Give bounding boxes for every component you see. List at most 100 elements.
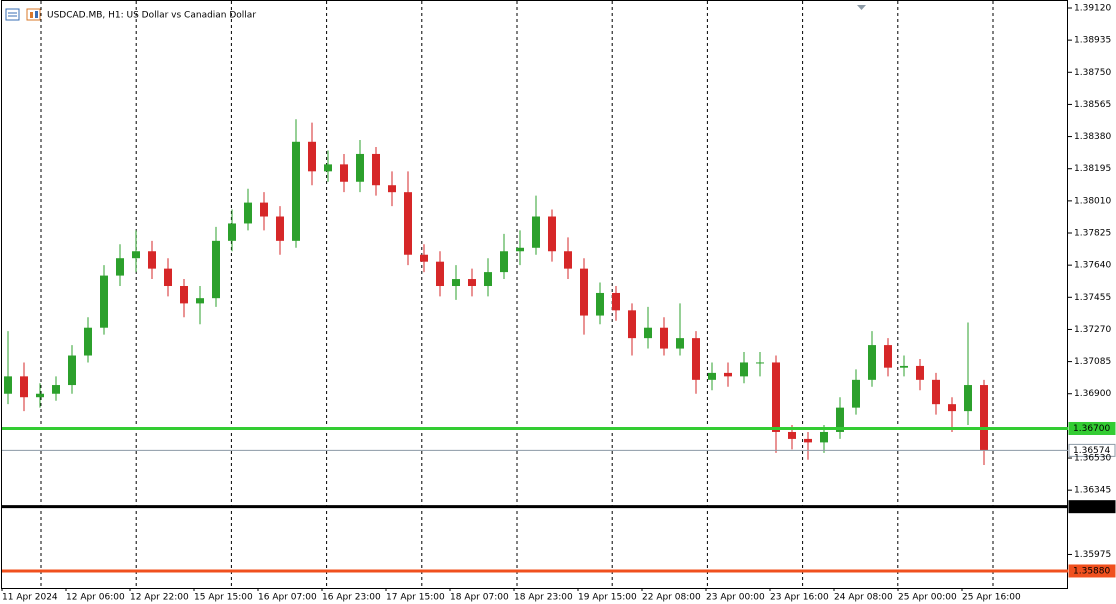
candle-body	[868, 345, 876, 380]
price-label: 1.36250	[1073, 502, 1110, 512]
x-tick-label: 23 Apr 00:00	[706, 593, 765, 603]
candle-body	[292, 141, 300, 241]
candle-body	[596, 292, 604, 316]
candle-body	[884, 345, 892, 368]
y-tick-label: 1.36900	[1074, 389, 1111, 399]
x-tick-label: 25 Apr 16:00	[962, 593, 1021, 603]
candles	[4, 119, 988, 465]
x-tick-label: 12 Apr 06:00	[66, 593, 125, 603]
candle-body	[740, 362, 748, 377]
x-tick-label: 18 Apr 07:00	[450, 593, 509, 603]
candle-body	[276, 216, 284, 241]
icon	[26, 8, 41, 21]
candle-body	[724, 372, 732, 377]
x-tick-label: 15 Apr 15:00	[194, 593, 253, 603]
candle-body	[980, 385, 988, 451]
price-label-box	[1068, 443, 1116, 457]
price-label-box	[1068, 421, 1116, 435]
candle-body	[4, 376, 12, 394]
y-tick-label: 1.38195	[1074, 164, 1111, 174]
x-tick-label: 24 Apr 08:00	[834, 593, 893, 603]
levels: 1.36700 1.36574 1.36250 1.35880	[2, 421, 1116, 578]
y-tick-label: 1.36345	[1074, 486, 1111, 496]
candle-body	[852, 379, 860, 408]
y-tick-label: 1.38565	[1074, 100, 1111, 110]
candle-body	[404, 192, 412, 255]
price-label: 1.35880	[1073, 566, 1110, 576]
price-label: 1.36574	[1073, 446, 1110, 456]
candle-body	[212, 240, 220, 299]
candle-body	[580, 268, 588, 316]
x-tick-label: 25 Apr 00:00	[898, 593, 957, 603]
y-tick-label: 1.39120	[1074, 3, 1111, 13]
candle-body	[372, 153, 380, 186]
candle-body	[68, 355, 76, 386]
x-tick-label: 18 Apr 23:00	[514, 593, 573, 603]
candle-body	[420, 254, 428, 262]
candle-body	[468, 279, 476, 287]
x-tick-label: 17 Apr 15:00	[386, 593, 445, 603]
candle-body	[84, 327, 92, 356]
y-tick-label: 1.38010	[1074, 196, 1111, 206]
plot-frame	[1, 0, 1068, 589]
candle-body	[820, 431, 828, 443]
candle-body	[676, 338, 684, 349]
y-tick-label: 1.38380	[1074, 132, 1111, 142]
candle-body	[308, 141, 316, 172]
candle-body	[132, 251, 140, 259]
candle-body	[340, 164, 348, 182]
candle-body	[244, 202, 252, 224]
candle-body	[116, 258, 124, 276]
y-tick-label: 1.37825	[1074, 229, 1111, 239]
candle-body	[964, 385, 972, 412]
y-tick-label: 1.36530	[1074, 454, 1111, 464]
price-label-box	[1068, 500, 1116, 514]
candle-body	[36, 393, 44, 398]
price-label: 1.36700	[1073, 424, 1110, 434]
candle-body	[708, 372, 716, 380]
toolbar-icons	[5, 8, 41, 21]
x-tick-label: 11 Apr 2024	[2, 593, 58, 603]
candle-body	[628, 310, 636, 339]
candle-body	[180, 286, 188, 304]
candle-body	[804, 438, 812, 443]
candle-body	[436, 261, 444, 287]
candle-body	[644, 327, 652, 339]
y-tick-label: 1.37270	[1074, 325, 1111, 335]
y-tick-label: 1.37640	[1074, 261, 1111, 271]
candle-body	[20, 376, 28, 398]
candle-body	[932, 379, 940, 405]
candle-body	[164, 268, 172, 287]
candle-body	[612, 292, 620, 311]
price-label-box	[1068, 564, 1116, 578]
candle-body	[484, 272, 492, 287]
candle-body	[916, 365, 924, 380]
candle-body	[228, 223, 236, 241]
candle-body	[564, 251, 572, 269]
axes: 1.39120 1.38935 1.38750 1.38565 1.38380 1.381…	[1, 3, 1111, 603]
y-tick-label: 1.38750	[1074, 68, 1111, 78]
x-tick-label: 12 Apr 22:00	[130, 593, 189, 603]
x-tick-label: 16 Apr 23:00	[322, 593, 381, 603]
candle-body	[196, 298, 204, 304]
candle-body	[900, 365, 908, 368]
y-tick-label: 1.35975	[1074, 550, 1111, 560]
candle-body	[788, 431, 796, 439]
icon	[30, 12, 33, 18]
day-separators	[40, 1, 994, 588]
candle-body	[660, 327, 668, 349]
x-tick-label: 22 Apr 08:00	[642, 593, 701, 603]
candle-body	[772, 362, 780, 432]
x-tick-label: 19 Apr 15:00	[578, 593, 637, 603]
candle-body	[388, 185, 396, 193]
candle-body	[356, 153, 364, 182]
x-tick-label: 23 Apr 16:00	[770, 593, 829, 603]
x-tick-label: 16 Apr 07:00	[258, 593, 317, 603]
shift-marker	[857, 5, 866, 10]
candle-body	[548, 216, 556, 252]
y-tick-label: 1.37085	[1074, 357, 1111, 367]
candle-body	[324, 164, 332, 172]
candle-body	[692, 338, 700, 380]
